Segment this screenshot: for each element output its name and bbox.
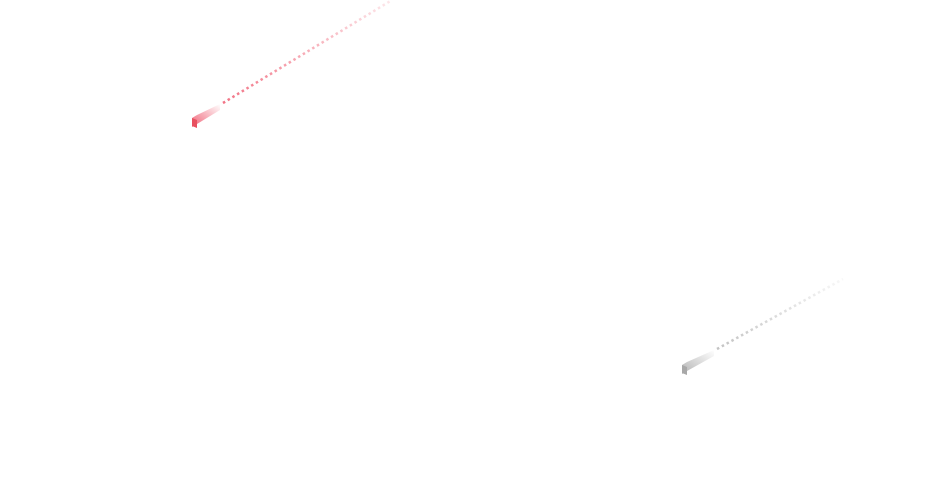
gray-streak [682,277,844,375]
gray-streak-trail [716,277,844,351]
red-streak-block [192,104,220,127]
gray-streak-block-face [682,365,687,375]
red-streak [192,0,393,128]
red-streak-trail [222,0,393,105]
red-streak-block-face [192,118,197,128]
gray-streak-block [682,350,714,374]
